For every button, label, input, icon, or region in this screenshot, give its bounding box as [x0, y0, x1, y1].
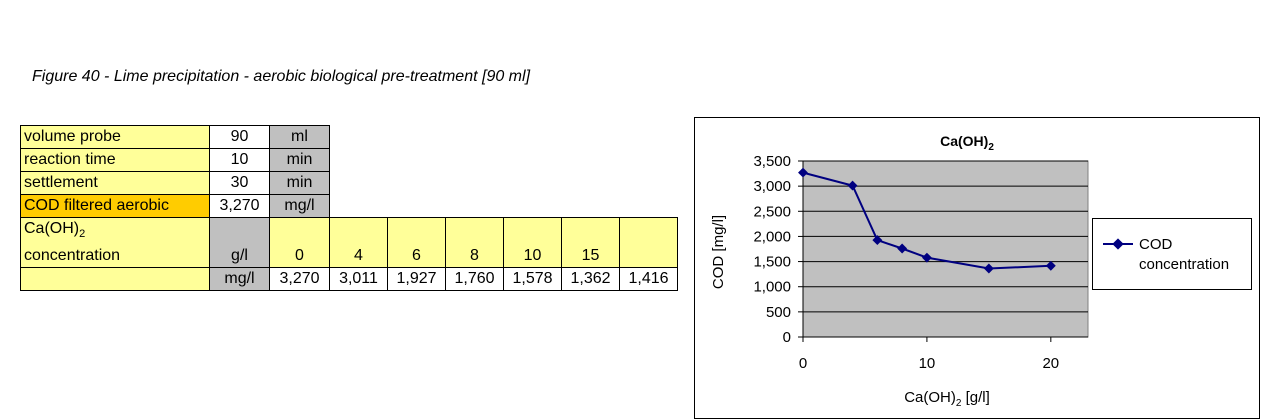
cod-value: 3,011	[329, 267, 388, 292]
param-value: 3,270	[209, 194, 270, 218]
data-point	[1045, 260, 1056, 271]
concentration-value	[619, 216, 678, 269]
table-row: settlement 30 min	[20, 171, 678, 195]
data-point	[798, 167, 808, 178]
axes: 0 500 1,000 1,500 2,000 2,500 3,000 3,500 0 10 20	[753, 153, 1088, 372]
concentration-label: Ca(OH)2 concentration	[20, 216, 210, 269]
y-tick-label: 1,000	[753, 279, 791, 296]
param-unit: ml	[269, 125, 330, 149]
param-label: reaction time	[20, 148, 210, 172]
param-value: 10	[209, 148, 270, 172]
grid-lines	[803, 160, 1088, 313]
cod-label	[20, 267, 210, 292]
concentration-value: 15	[561, 216, 620, 269]
plot-area	[802, 160, 1089, 338]
y-tick-label: 0	[783, 329, 791, 346]
param-unit: min	[269, 171, 330, 195]
x-tick-label: 0	[799, 355, 807, 372]
param-label: COD filtered aerobic	[20, 194, 210, 218]
cod-value: 1,760	[445, 267, 504, 292]
cod-value: 1,927	[387, 267, 446, 292]
data-point	[897, 243, 908, 254]
table-row-cod: mg/l 3,270 3,011 1,927 1,760 1,578 1,362…	[20, 267, 678, 292]
table-row-concentration: Ca(OH)2 concentration g/l 0 4 6 8 10 15	[20, 216, 678, 269]
parameters-table: volume probe 90 ml reaction time 10 min …	[20, 125, 678, 292]
cod-value: 1,416	[619, 267, 678, 292]
cod-chart: 0 500 1,000 1,500 2,000 2,500 3,000 3,500 0 10 20 …	[694, 117, 1260, 419]
table-row: COD filtered aerobic 3,270 mg/l	[20, 194, 678, 218]
x-tick-label: 20	[1042, 355, 1059, 372]
table-row: volume probe 90 ml	[20, 125, 678, 149]
y-tick-label: 2,500	[753, 203, 791, 220]
param-label: settlement	[20, 171, 210, 195]
legend-entry-line2: concentration	[1139, 256, 1229, 273]
y-tick-label: 3,000	[753, 178, 791, 195]
param-value: 30	[209, 171, 270, 195]
x-tick-label: 10	[919, 355, 936, 372]
concentration-value: 10	[503, 216, 562, 269]
param-unit: mg/l	[269, 194, 330, 218]
concentration-value: 0	[269, 216, 330, 269]
table-row: reaction time 10 min	[20, 148, 678, 172]
param-value: 90	[209, 125, 270, 149]
concentration-value: 6	[387, 216, 446, 269]
x-axis-label: Ca(OH)2 [g/l]	[904, 389, 990, 409]
concentration-unit: g/l	[209, 216, 270, 269]
cod-value: 1,578	[503, 267, 562, 292]
figure-caption: Figure 40 - Lime precipitation - aerobic…	[32, 68, 531, 85]
cod-value: 3,270	[269, 267, 330, 292]
cod-unit: mg/l	[209, 267, 270, 292]
legend-entry-line1: COD	[1139, 236, 1173, 253]
param-label: volume probe	[20, 125, 210, 149]
chart-legend: COD concentration	[1092, 218, 1252, 290]
legend-svg: COD concentration	[1103, 236, 1229, 273]
cod-value: 1,362	[561, 267, 620, 292]
param-unit: min	[269, 148, 330, 172]
y-tick-label: 500	[766, 304, 791, 321]
data-point	[983, 263, 994, 274]
y-tick-label: 3,500	[753, 153, 791, 170]
chart-title: Ca(OH)2	[940, 133, 994, 153]
legend-marker	[1112, 238, 1124, 250]
y-tick-label: 1,500	[753, 254, 791, 271]
y-axis-label: COD [mg/l]	[710, 215, 727, 289]
concentration-value: 8	[445, 216, 504, 269]
concentration-value: 4	[329, 216, 388, 269]
y-tick-label: 2,000	[753, 228, 791, 245]
